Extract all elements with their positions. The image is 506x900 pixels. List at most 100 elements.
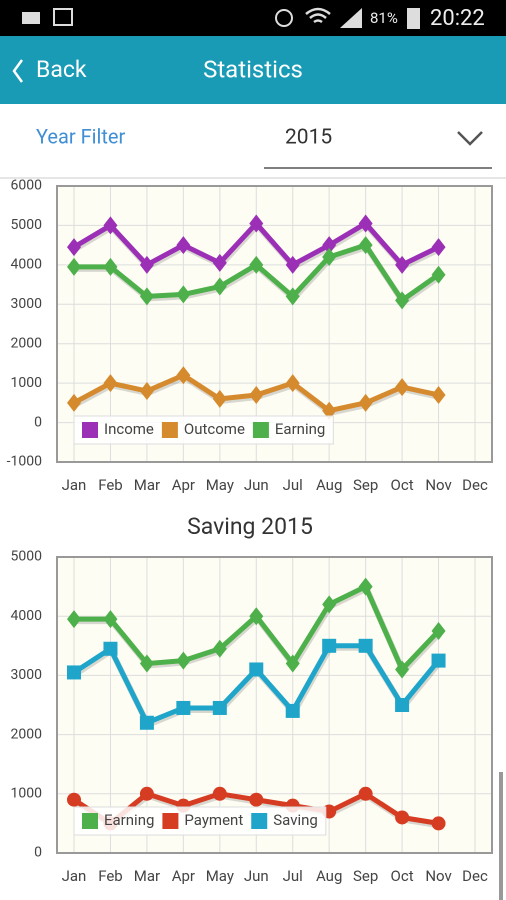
alarm-icon (275, 9, 293, 27)
marker (212, 389, 227, 408)
marker (139, 786, 154, 801)
app-bar (0, 36, 506, 104)
marker (431, 653, 446, 668)
x-tick-label: Jul (283, 476, 303, 494)
marker (139, 654, 154, 673)
marker (249, 385, 264, 404)
marker (322, 595, 337, 614)
x-tick-label: Oct (391, 867, 414, 885)
marker (103, 257, 118, 276)
status-bar (0, 0, 506, 36)
marker (322, 247, 337, 266)
battery-icon (407, 8, 420, 29)
marker (212, 277, 227, 296)
marker (395, 810, 410, 825)
x-tick-label: Mar (134, 476, 160, 494)
y-tick-label: 1000 (11, 375, 43, 391)
legend-label: Payment (184, 811, 243, 829)
chart-title: Saving 2015 (187, 513, 313, 540)
marker (285, 703, 300, 718)
x-tick-label: Dec (462, 867, 488, 885)
app-title: Statistics (203, 55, 303, 83)
y-tick-label: 3000 (11, 667, 43, 683)
marker (139, 715, 154, 730)
status-icon (53, 8, 73, 26)
legend-box (73, 806, 327, 836)
marker (103, 610, 118, 629)
y-tick-label: 6000 (11, 178, 43, 194)
filter-value[interactable]: 2015 (285, 126, 332, 150)
back-button[interactable]: Back (36, 56, 87, 83)
x-tick-label: Aug (316, 867, 342, 885)
y-tick-label: 3000 (11, 296, 43, 312)
legend-label: Income (104, 420, 154, 438)
y-tick-label: -1000 (7, 454, 42, 470)
marker (176, 236, 191, 255)
marker (67, 393, 81, 412)
marker (67, 665, 81, 680)
marker (176, 285, 191, 304)
marker (395, 255, 410, 274)
filter-label: Year Filter (36, 124, 126, 148)
marker (67, 610, 81, 629)
marker (249, 214, 264, 233)
x-tick-label: Apr (172, 476, 195, 494)
marker (358, 638, 373, 653)
marker (322, 638, 337, 653)
marker (395, 698, 410, 712)
legend-swatch (252, 422, 269, 438)
marker (431, 622, 446, 640)
back-chevron[interactable] (12, 59, 24, 83)
x-tick-label: Oct (391, 476, 414, 494)
y-tick-label: 4000 (11, 257, 43, 273)
x-tick-label: Jul (283, 867, 303, 885)
x-tick-label: Mar (134, 867, 160, 885)
marker (431, 385, 446, 404)
marker (322, 236, 337, 255)
marker (358, 393, 373, 412)
marker (249, 662, 264, 677)
marker (395, 660, 410, 679)
scrollbar (499, 772, 503, 900)
marker (103, 641, 118, 656)
y-tick-label: 5000 (11, 549, 43, 565)
marker (249, 792, 264, 807)
x-tick-label: Apr (172, 867, 195, 885)
legend-label: Outcome (184, 420, 245, 438)
plot-border (56, 556, 493, 854)
marker (358, 786, 373, 801)
marker (431, 265, 446, 284)
marker (212, 786, 227, 801)
signal-icon (340, 8, 362, 28)
y-tick-label: 2000 (11, 335, 43, 351)
y-tick-label: 1000 (11, 786, 43, 802)
y-tick-label: 0 (34, 414, 42, 430)
marker (395, 378, 410, 397)
x-tick-label: Jan (62, 476, 87, 494)
marker (103, 216, 118, 235)
x-tick-label: May (206, 476, 234, 494)
y-tick-label: 0 (34, 845, 42, 861)
dropdown-arrow[interactable] (457, 131, 483, 146)
marker (212, 253, 227, 272)
marker (322, 401, 337, 420)
x-tick-label: Sep (353, 476, 378, 494)
marker (103, 374, 118, 393)
clock: 20:22 (430, 6, 485, 31)
marker (285, 654, 300, 673)
legend-box (73, 415, 334, 445)
legend-label: Saving (273, 811, 318, 829)
marker (139, 382, 154, 401)
x-tick-label: May (206, 867, 234, 885)
legend-swatch (161, 422, 178, 438)
x-tick-label: Sep (353, 867, 378, 885)
y-tick-label: 4000 (11, 608, 43, 624)
x-tick-label: Nov (425, 476, 451, 494)
marker (431, 816, 446, 831)
y-tick-label: 5000 (11, 217, 43, 233)
legend-label: Earning (104, 811, 154, 829)
marker (67, 257, 81, 276)
marker (176, 651, 191, 670)
marker (358, 214, 373, 233)
